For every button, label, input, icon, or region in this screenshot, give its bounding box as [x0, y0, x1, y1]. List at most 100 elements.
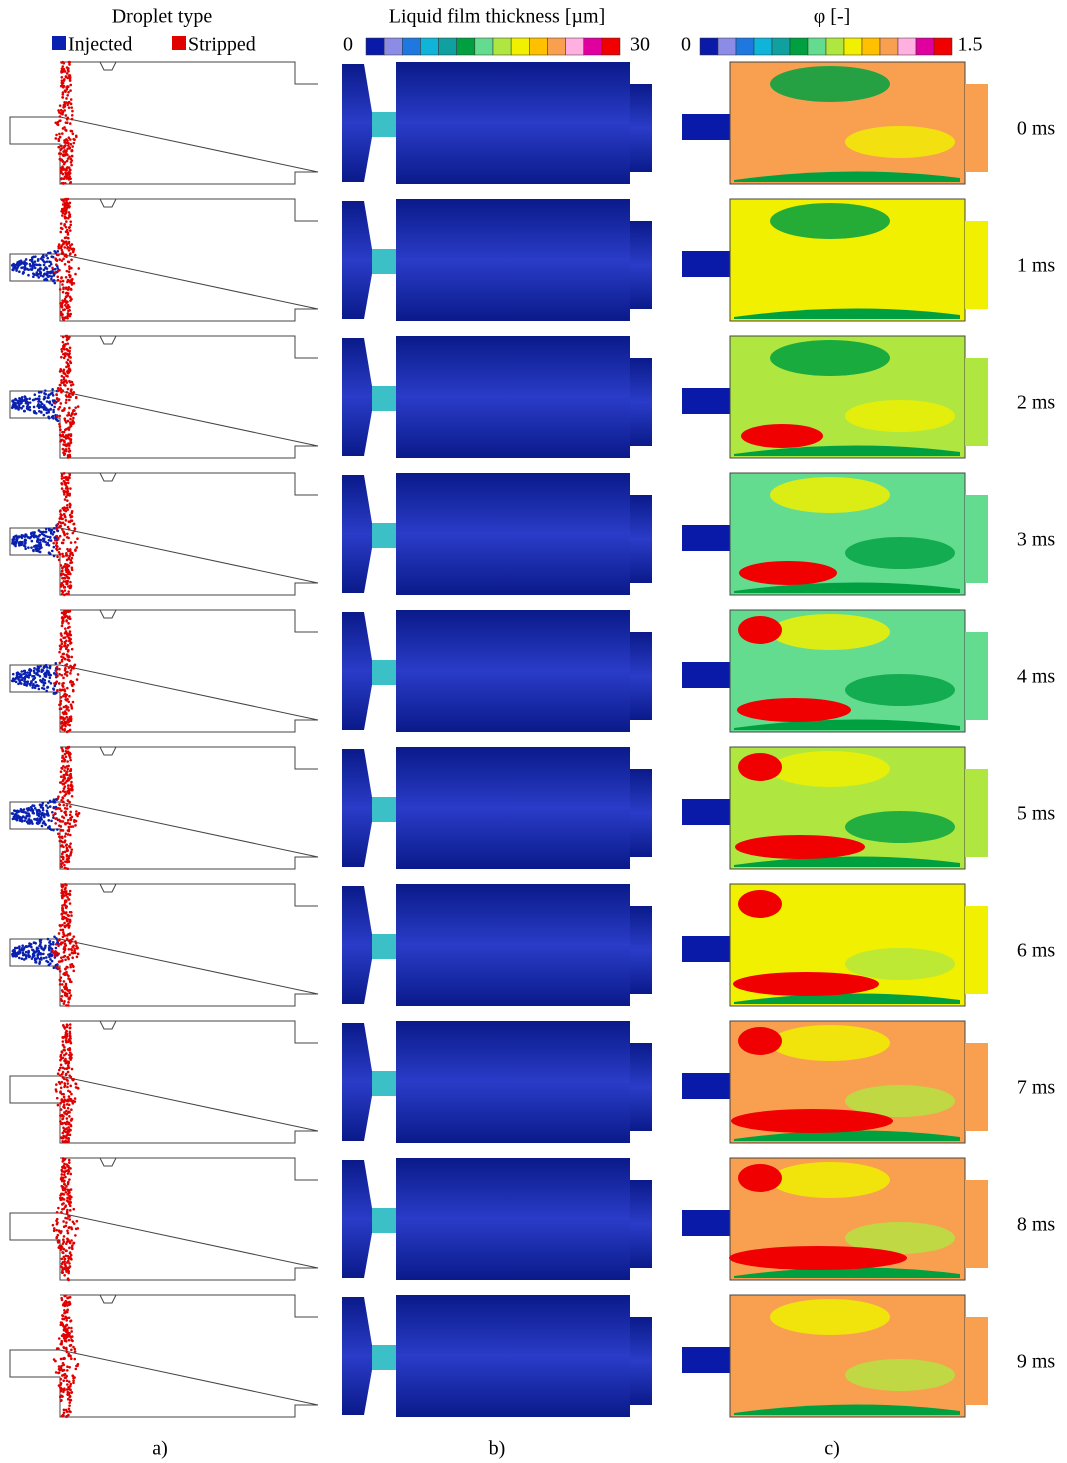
droplet-stripped: [69, 181, 72, 184]
droplet-stripped: [67, 493, 70, 496]
droplet-stripped: [60, 109, 63, 112]
droplet-stripped: [65, 496, 68, 499]
droplet-stripped: [70, 1319, 73, 1322]
droplet-stripped: [76, 678, 79, 681]
droplet-stripped: [62, 1202, 65, 1205]
droplet-injected: [35, 412, 38, 415]
droplet-stripped: [70, 1042, 73, 1045]
droplet-stripped: [57, 832, 60, 835]
droplet-stripped: [68, 61, 71, 64]
droplet-stripped: [64, 632, 67, 635]
droplet-injected: [42, 809, 45, 812]
droplet-stripped: [65, 295, 68, 298]
probe: [100, 884, 116, 892]
droplet-injected: [48, 672, 51, 675]
droplet-stripped: [60, 674, 63, 677]
droplet-stripped: [66, 610, 69, 613]
droplet-stripped: [63, 891, 66, 894]
droplet-stripped: [60, 369, 63, 372]
droplet-stripped: [61, 886, 64, 889]
droplet-stripped: [59, 509, 62, 512]
droplet-injected: [53, 555, 56, 558]
droplet-stripped: [75, 136, 78, 139]
droplet-stripped: [70, 1188, 73, 1191]
droplet-stripped: [69, 1257, 72, 1260]
droplet-stripped: [62, 695, 65, 698]
droplet-stripped: [61, 990, 64, 993]
droplet-stripped: [68, 241, 71, 244]
droplet-stripped: [65, 1347, 68, 1350]
droplet-stripped: [69, 759, 72, 762]
droplet-injected: [12, 949, 15, 952]
droplet-injected: [19, 680, 22, 683]
droplet-stripped: [70, 1108, 73, 1111]
droplet-stripped: [72, 383, 75, 386]
droplet-stripped: [68, 1161, 71, 1164]
droplet-stripped: [61, 688, 64, 691]
droplet-stripped: [61, 612, 64, 615]
droplet-injected: [37, 400, 40, 403]
droplet-injected: [46, 257, 49, 260]
droplet-stripped: [59, 231, 62, 234]
droplet-stripped: [69, 396, 72, 399]
time-label: 6 ms: [1017, 940, 1056, 962]
droplet-stripped: [70, 98, 73, 101]
droplet-stripped: [59, 970, 62, 973]
droplet-injected: [27, 268, 30, 271]
droplet-stripped: [70, 415, 73, 418]
droplet-stripped: [57, 807, 60, 810]
droplet-stripped: [65, 756, 68, 759]
droplet-stripped: [59, 836, 62, 839]
droplet-stripped: [63, 1179, 66, 1182]
phi-inlet: [682, 114, 732, 140]
droplet-stripped: [74, 824, 77, 827]
droplet-stripped: [61, 884, 64, 887]
droplet-stripped: [70, 914, 73, 917]
droplet-stripped: [65, 1225, 68, 1228]
droplet-stripped: [63, 951, 66, 954]
droplet-stripped: [69, 1099, 72, 1102]
droplet-stripped: [60, 640, 63, 643]
droplet-stripped: [73, 142, 76, 145]
phi-rich: [731, 1109, 893, 1133]
droplet-stripped: [63, 1312, 66, 1315]
droplet-stripped: [68, 1203, 71, 1206]
droplet-injected: [54, 692, 57, 695]
droplet-stripped: [74, 664, 77, 667]
droplet-stripped: [68, 1366, 71, 1369]
droplet-stripped: [62, 918, 65, 921]
droplet-stripped: [64, 304, 67, 307]
droplet-stripped: [58, 547, 61, 550]
droplet-stripped: [63, 343, 66, 346]
droplet-stripped: [62, 309, 65, 312]
droplet-stripped: [69, 573, 72, 576]
droplet-injected: [45, 675, 48, 678]
droplet-stripped: [62, 1177, 65, 1180]
droplet-stripped: [69, 229, 72, 232]
droplet-stripped: [66, 804, 69, 807]
droplet-injected: [26, 814, 29, 817]
colorbar-segment: [493, 38, 511, 55]
droplet-stripped: [70, 164, 73, 167]
droplet-stripped: [59, 434, 62, 437]
droplet-stripped: [60, 829, 63, 832]
droplet-stripped: [68, 1115, 71, 1118]
droplet-stripped: [66, 1079, 69, 1082]
droplet-stripped: [58, 824, 61, 827]
droplet-stripped: [74, 1082, 77, 1085]
film-inlet: [342, 1023, 372, 1141]
droplet-stripped: [68, 202, 71, 205]
droplet-stripped: [68, 1195, 71, 1198]
droplet-injected: [33, 667, 36, 670]
droplet-stripped: [64, 753, 67, 756]
droplet-stripped: [60, 913, 63, 916]
droplet-stripped: [57, 1072, 60, 1075]
droplet-injected: [45, 409, 48, 412]
droplet-stripped: [60, 222, 63, 225]
droplet-injected: [41, 825, 44, 828]
panel-label: a): [152, 1438, 168, 1460]
droplet-stripped: [61, 82, 64, 85]
droplet-stripped: [61, 299, 64, 302]
film-body: [396, 1295, 630, 1417]
droplet-stripped: [59, 1198, 62, 1201]
